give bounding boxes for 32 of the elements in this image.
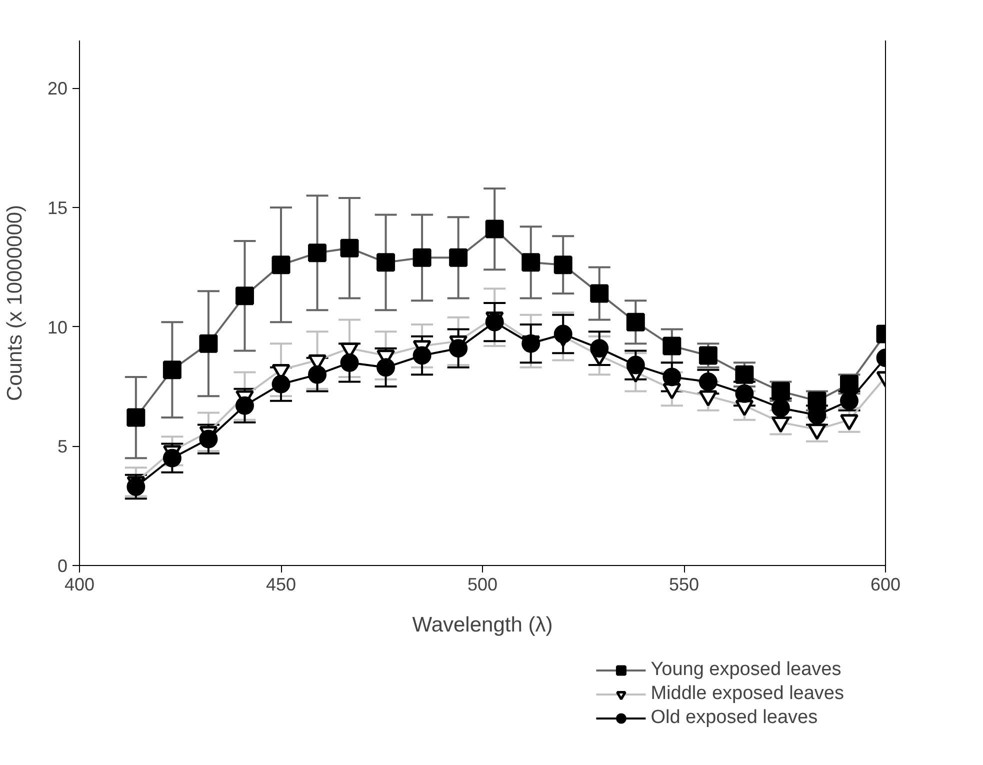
y-tick-label: 15 <box>47 198 68 218</box>
legend-label: Old exposed leaves <box>650 707 818 729</box>
legend-label: Young exposed leaves <box>650 659 842 681</box>
y-tick-label: 10 <box>47 317 68 338</box>
x-tick-label: 400 <box>64 574 95 594</box>
point <box>412 346 432 365</box>
y-axis-title: Counts (x 10000000) <box>3 204 26 402</box>
point <box>590 339 609 358</box>
point <box>698 372 718 391</box>
legend-label: Middle exposed leaves <box>650 683 844 705</box>
y-tick-label: 0 <box>57 556 68 576</box>
point <box>235 396 254 415</box>
x-tick-label: 450 <box>266 574 296 594</box>
point <box>449 339 468 358</box>
x-axis-title: Wavelength (λ) <box>412 614 553 636</box>
x-tick-label: 600 <box>870 574 901 594</box>
y-tick-label: 5 <box>57 436 68 457</box>
point <box>340 353 359 372</box>
y-tick-label: 20 <box>47 78 68 99</box>
point <box>126 478 146 496</box>
x-tick-label: 550 <box>668 574 700 594</box>
point <box>199 430 218 448</box>
point <box>485 312 504 332</box>
point <box>162 448 182 468</box>
x-tick-label: 500 <box>467 574 498 594</box>
point <box>662 368 682 386</box>
point <box>308 365 327 384</box>
point <box>735 384 754 403</box>
point <box>272 374 290 394</box>
point <box>626 356 645 374</box>
point <box>554 324 572 344</box>
point <box>376 358 396 377</box>
